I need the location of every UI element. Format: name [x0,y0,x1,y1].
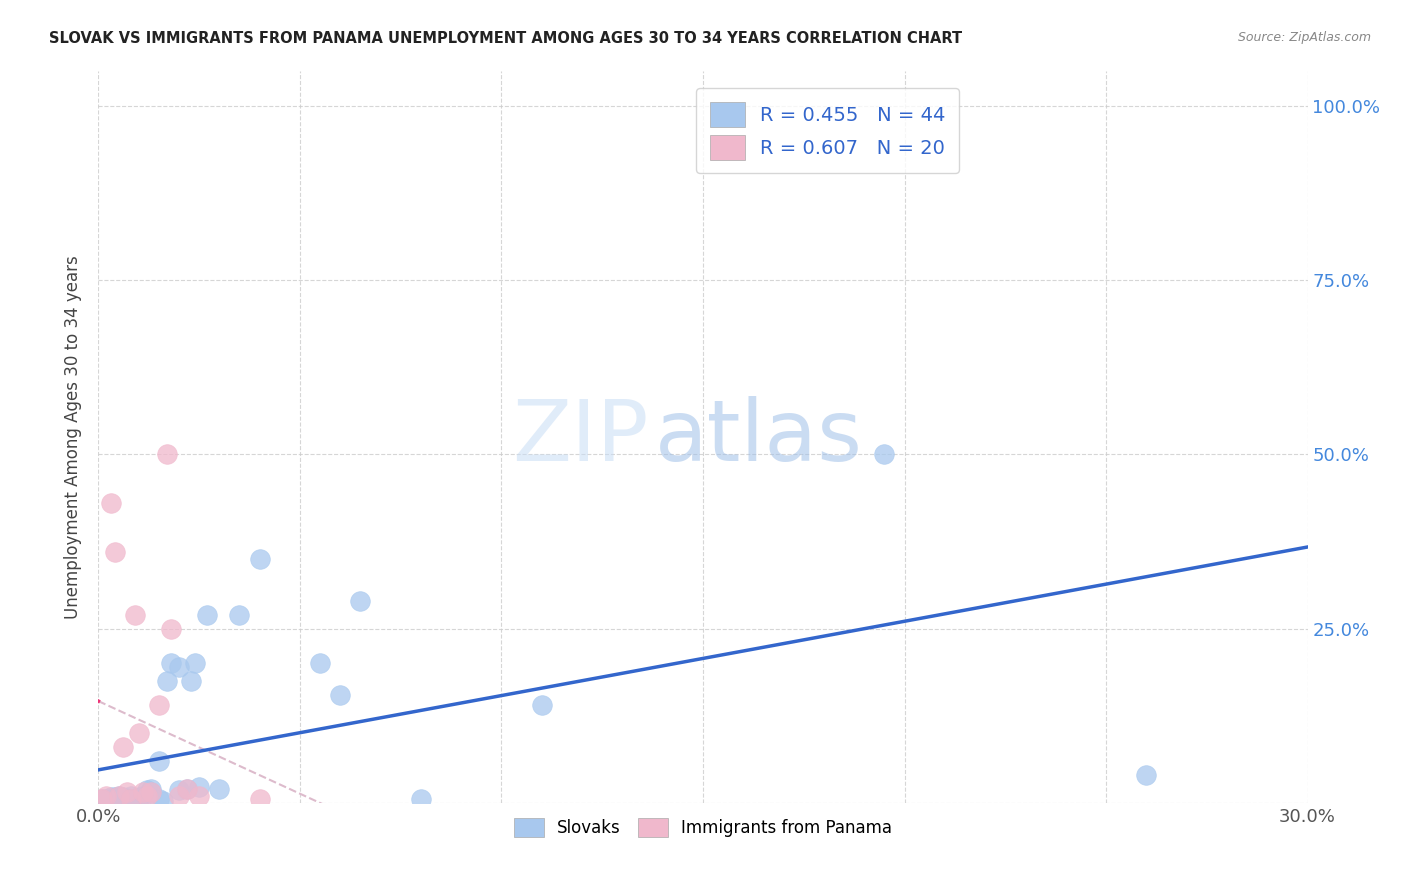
Point [139,781,162,796]
Legend: Slovaks, Immigrants from Panama: Slovaks, Immigrants from Panama [506,810,900,846]
Point [873,448,896,462]
Point [120,792,142,806]
Point [100,791,122,805]
Point [120,791,142,805]
Point [132,789,155,803]
Text: Source: ZipAtlas.com: Source: ZipAtlas.com [1237,31,1371,45]
Text: SLOVAK VS IMMIGRANTS FROM PANAMA UNEMPLOYMENT AMONG AGES 30 TO 34 YEARS CORRELAT: SLOVAK VS IMMIGRANTS FROM PANAMA UNEMPLO… [49,31,962,46]
Point [188,789,211,803]
Point [115,791,138,805]
Point [124,792,146,806]
Point [91,792,114,806]
Point [167,789,190,803]
Point [103,790,125,805]
Point [530,698,553,713]
Point [135,783,157,797]
Point [309,657,332,671]
Point [188,780,211,794]
Point [128,790,150,805]
Point [96,789,118,803]
Point [184,657,207,671]
Point [1135,768,1157,782]
Point [115,792,138,806]
Point [156,448,179,462]
Point [111,792,134,806]
Point [249,552,271,566]
Point [115,785,138,799]
Point [180,673,202,688]
Point [128,792,150,806]
Point [152,794,174,808]
Point [100,790,122,805]
Point [100,496,122,510]
Point [167,660,190,674]
Y-axis label: Unemployment Among Ages 30 to 34 years: Unemployment Among Ages 30 to 34 years [65,255,83,619]
Point [96,792,118,806]
Point [156,673,179,688]
Point [111,740,134,755]
Point [135,789,157,803]
Text: atlas: atlas [655,395,863,479]
Point [148,792,170,806]
Point [120,789,142,803]
Point [148,754,170,768]
Text: ZIP: ZIP [512,395,648,479]
Point [208,781,231,796]
Point [128,726,150,740]
Point [349,594,371,608]
Point [124,607,146,622]
Point [249,792,271,806]
Point [111,790,134,805]
Point [139,785,162,799]
Point [228,607,250,622]
Point [176,781,198,796]
Point [132,785,155,799]
Point [329,688,352,702]
Point [139,785,162,799]
Point [107,791,129,805]
Point [107,789,129,803]
Point [409,792,432,806]
Point [103,545,125,559]
Point [160,622,183,636]
Point [103,792,125,806]
Point [176,781,198,796]
Point [91,792,114,806]
Point [195,607,218,622]
Point [107,789,129,803]
Point [148,698,170,713]
Point [107,792,129,806]
Point [167,783,190,797]
Point [160,657,183,671]
